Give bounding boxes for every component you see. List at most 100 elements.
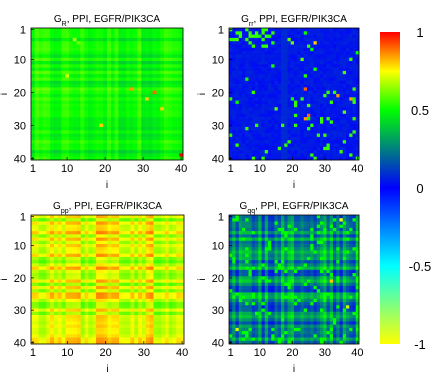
heatmap-cell bbox=[31, 77, 36, 82]
heatmap-cell bbox=[161, 244, 166, 248]
heatmap-cell bbox=[72, 84, 77, 88]
heatmap-cell bbox=[107, 136, 112, 141]
heatmap-cell bbox=[167, 94, 172, 98]
heatmap-cell bbox=[53, 234, 59, 238]
heatmap-cell bbox=[313, 51, 318, 55]
heatmap-cell bbox=[76, 298, 82, 303]
heatmap-cell bbox=[50, 117, 55, 121]
heatmap-cell bbox=[145, 266, 150, 271]
heatmap-cell bbox=[161, 234, 166, 238]
heatmap-cell bbox=[145, 44, 150, 49]
heatmap-cell bbox=[355, 34, 360, 39]
heatmap-cell bbox=[76, 51, 81, 55]
heatmap-cell bbox=[61, 285, 66, 290]
heatmap-cell bbox=[99, 103, 104, 108]
heatmap-cell bbox=[72, 57, 77, 62]
heatmap-cell bbox=[111, 227, 116, 232]
heatmap-cell bbox=[242, 87, 246, 91]
heatmap-cell bbox=[80, 224, 85, 229]
heatmap-cell bbox=[118, 279, 124, 284]
heatmap-cell bbox=[42, 123, 47, 128]
heatmap-cell bbox=[245, 54, 249, 58]
heatmap-cell bbox=[277, 100, 282, 105]
heatmap-cell bbox=[99, 67, 104, 72]
heatmap-cell bbox=[95, 70, 100, 75]
heatmap-cell bbox=[251, 136, 256, 141]
heatmap-cell bbox=[251, 127, 256, 131]
heatmap-cell bbox=[245, 74, 249, 78]
heatmap-cell bbox=[46, 113, 51, 118]
heatmap-cell bbox=[148, 94, 153, 98]
heatmap-cell bbox=[133, 143, 138, 148]
heatmap-cell bbox=[84, 47, 89, 52]
heatmap-cell bbox=[126, 100, 131, 105]
heatmap-cell bbox=[76, 156, 81, 161]
heatmap-cell bbox=[118, 250, 124, 254]
heatmap-cell bbox=[320, 143, 324, 148]
heatmap-cell bbox=[72, 77, 77, 82]
heatmap-cell bbox=[114, 47, 119, 52]
heatmap-cell bbox=[157, 260, 162, 264]
heatmap-cell bbox=[115, 276, 120, 280]
heatmap-cell bbox=[107, 340, 112, 345]
heatmap-cell bbox=[88, 57, 93, 62]
heatmap-cell bbox=[261, 150, 266, 154]
heatmap-cell bbox=[339, 34, 344, 39]
heatmap-cell bbox=[268, 143, 272, 148]
heatmap-cell bbox=[316, 117, 321, 121]
heatmap-cell bbox=[53, 41, 58, 45]
heatmap-cell bbox=[103, 308, 108, 313]
heatmap-cell bbox=[320, 156, 324, 161]
heatmap-cell bbox=[161, 256, 166, 261]
heatmap-cell bbox=[134, 308, 139, 313]
heatmap-cell bbox=[118, 340, 124, 345]
heatmap-cell bbox=[148, 140, 153, 144]
heatmap-cell bbox=[122, 318, 127, 322]
heatmap-cell bbox=[31, 263, 36, 267]
heatmap-cell bbox=[114, 130, 119, 134]
heatmap-cell bbox=[46, 133, 51, 138]
heatmap-cell bbox=[156, 34, 161, 39]
heatmap-cell bbox=[152, 136, 157, 141]
heatmap-cell bbox=[80, 153, 85, 157]
heatmap-cell bbox=[153, 331, 158, 335]
heatmap-cell bbox=[69, 292, 74, 296]
heatmap-cell bbox=[172, 253, 177, 258]
heatmap-cell bbox=[73, 279, 78, 284]
heatmap-cell bbox=[251, 54, 256, 58]
heatmap-cell bbox=[76, 57, 81, 62]
heatmap-cell bbox=[69, 37, 74, 42]
heatmap-cell bbox=[290, 103, 295, 108]
heatmap-cell bbox=[149, 314, 154, 319]
heatmap-cell bbox=[274, 218, 279, 222]
heatmap-cell bbox=[349, 127, 353, 131]
heatmap-cell bbox=[34, 321, 39, 325]
heatmap-cell bbox=[235, 143, 240, 148]
heatmap-cell bbox=[320, 74, 324, 78]
heatmap-cell bbox=[80, 295, 85, 300]
heatmap-cell bbox=[107, 97, 112, 101]
heatmap-cell bbox=[103, 263, 108, 267]
heatmap-cell bbox=[235, 156, 240, 161]
heatmap-cell bbox=[232, 80, 236, 85]
heatmap-cell bbox=[38, 156, 43, 161]
heatmap-cell bbox=[168, 250, 173, 254]
heatmap-cell bbox=[76, 321, 82, 325]
heatmap-cell bbox=[92, 266, 97, 271]
heatmap-cell bbox=[38, 136, 43, 141]
heatmap-cell bbox=[258, 64, 262, 68]
heatmap-cell bbox=[138, 314, 143, 319]
heatmap-cell bbox=[126, 34, 131, 39]
heatmap-cell bbox=[126, 215, 131, 219]
heatmap-cell bbox=[274, 120, 279, 124]
heatmap-cell bbox=[149, 324, 154, 329]
heatmap-cell bbox=[161, 224, 166, 229]
heatmap-cell bbox=[242, 117, 246, 121]
heatmap-cell bbox=[57, 64, 62, 68]
heatmap-cell bbox=[107, 64, 112, 68]
heatmap-cell bbox=[329, 44, 334, 49]
heatmap-cell bbox=[245, 100, 249, 105]
heatmap-cell bbox=[148, 117, 153, 121]
heatmap-cell bbox=[137, 120, 142, 124]
heatmap-cell bbox=[161, 321, 166, 325]
